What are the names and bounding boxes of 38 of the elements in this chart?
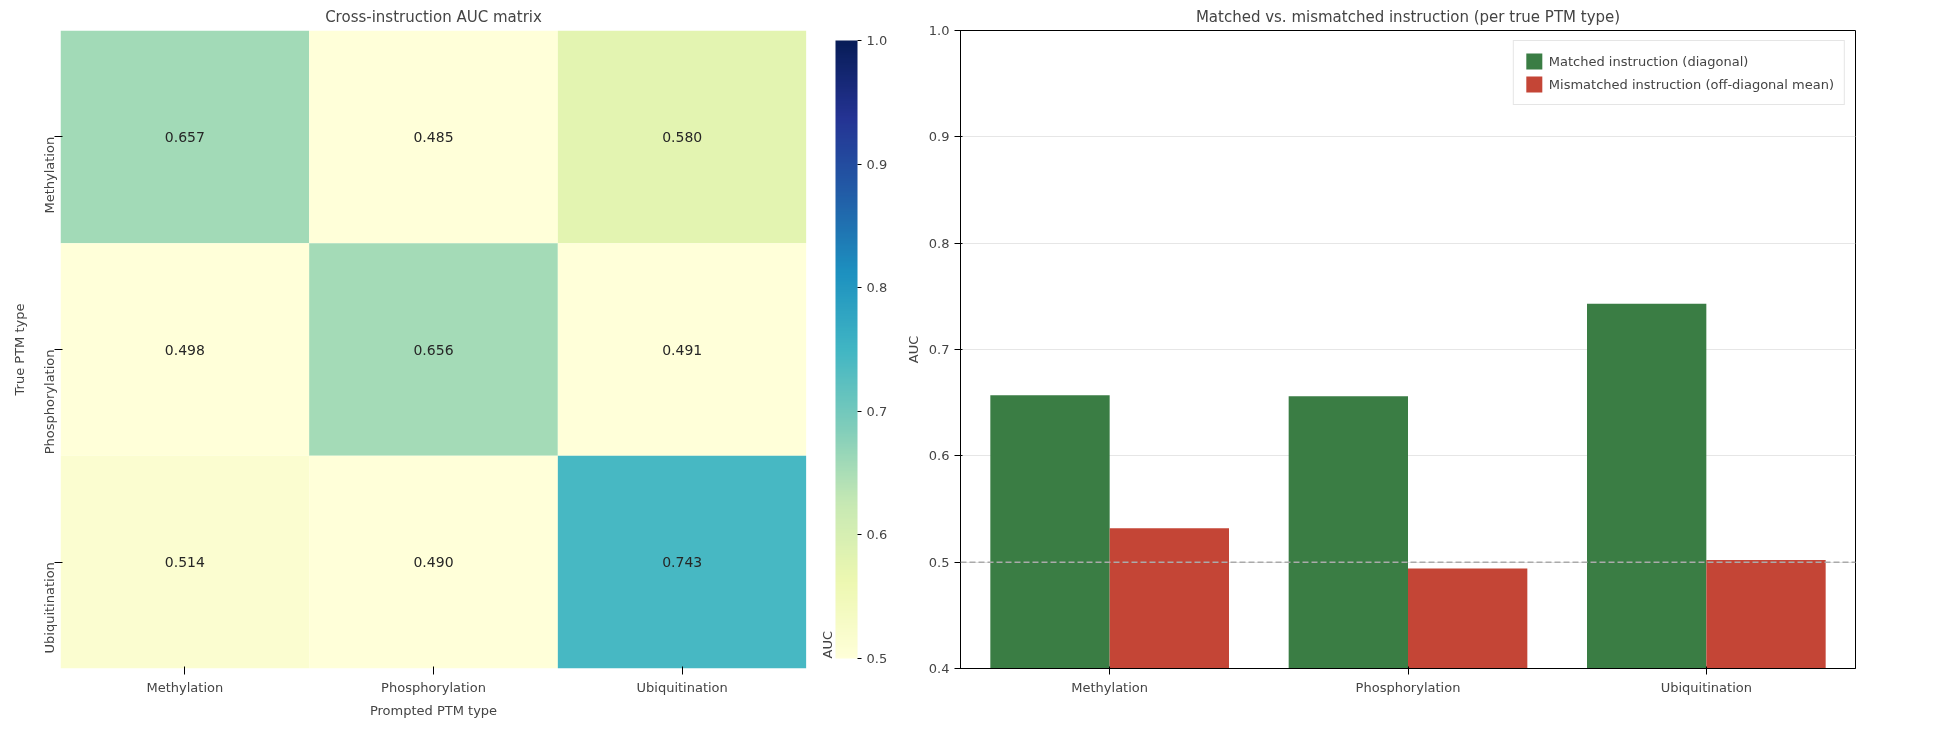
y-tick-label: 0.6 [928,448,950,464]
color-bar-label: 0.6 [866,527,888,543]
color-bar-label: 0.7 [866,403,888,419]
y-tick-label: 0.7 [928,342,950,357]
x-tick-label: Phosphorylation [381,679,486,695]
x-tick-label: Methylation [146,679,224,695]
color-bar-label: 0.8 [866,280,888,296]
x-tick-label: Ubiquitination [1660,679,1752,695]
legend-label: Mismatched instruction (off-diagonal mean) [1548,76,1834,92]
data-label: 0.498 [164,341,205,358]
color-bar-label: 0.9 [866,156,888,172]
y-tick-label: 0.8 [928,235,950,251]
y-tick-label: 0.4 [928,661,950,676]
color-bar-label: 0.5 [866,651,888,666]
chart-title: Matched vs. mismatched instruction (per true PTM type) [1195,7,1621,26]
y-tick-label: 0.5 [928,554,950,570]
y-tick-label: 0.9 [928,129,950,145]
y-axis-title: True PTM type [11,303,27,397]
data-label: 0.580 [662,128,703,145]
chart-title: Cross-instruction AUC matrix [325,7,542,26]
color-bar-label: 1.0 [866,33,888,48]
y-tick-label: 1.0 [928,23,950,38]
data-label: 0.656 [413,341,454,358]
y-axis-title: AUC [905,335,921,364]
data-label: 0.490 [413,554,454,571]
data-label: 0.514 [164,554,205,571]
color-bar-title: AUC [819,631,835,659]
data-label: 0.743 [662,554,703,571]
x-tick-label: Methylation [1071,679,1149,695]
x-axis-title: Prompted PTM type [369,702,498,718]
x-tick-label: Ubiquitination [636,679,728,695]
y-tick-label: Methylation [42,136,57,214]
y-tick-label: Phosphorylation [42,349,57,455]
data-label: 0.491 [662,341,703,358]
data-label: 0.485 [413,128,454,145]
x-tick-label: Phosphorylation [1355,679,1461,695]
legend-label: Matched instruction (diagonal) [1548,53,1749,69]
data-label: 0.657 [164,128,205,145]
